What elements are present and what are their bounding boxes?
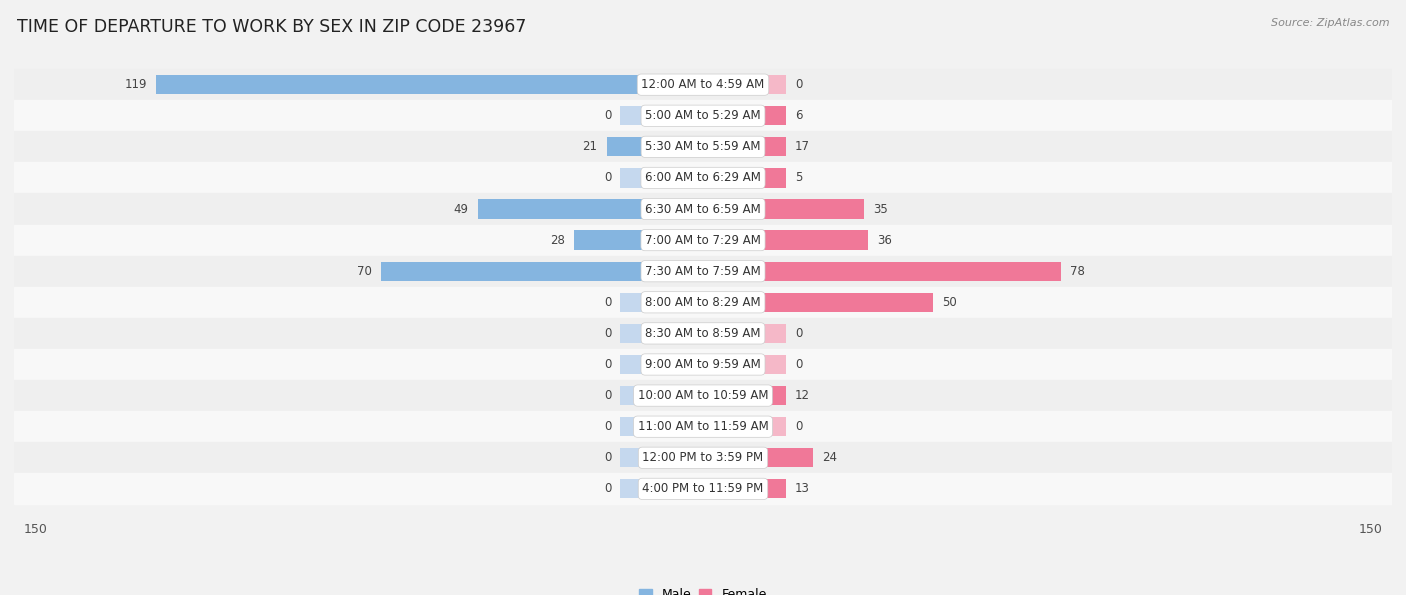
Text: 28: 28 <box>550 234 565 246</box>
Legend: Male, Female: Male, Female <box>634 583 772 595</box>
Text: 0: 0 <box>603 327 612 340</box>
Text: 5:00 AM to 5:29 AM: 5:00 AM to 5:29 AM <box>645 109 761 122</box>
Text: 4:00 PM to 11:59 PM: 4:00 PM to 11:59 PM <box>643 483 763 496</box>
Bar <box>14 473 1392 505</box>
Text: 9:00 AM to 9:59 AM: 9:00 AM to 9:59 AM <box>645 358 761 371</box>
Bar <box>703 168 786 187</box>
Bar <box>703 355 786 374</box>
Text: 13: 13 <box>794 483 810 496</box>
Text: 21: 21 <box>582 140 598 154</box>
Bar <box>703 75 786 94</box>
Bar <box>620 386 703 405</box>
Text: 8:00 AM to 8:29 AM: 8:00 AM to 8:29 AM <box>645 296 761 309</box>
Bar <box>575 230 703 250</box>
Text: 150: 150 <box>1358 523 1382 536</box>
Text: 0: 0 <box>794 358 803 371</box>
Bar <box>620 355 703 374</box>
Text: 0: 0 <box>603 171 612 184</box>
Text: 35: 35 <box>873 202 887 215</box>
Text: 50: 50 <box>942 296 956 309</box>
Bar <box>14 287 1392 318</box>
Bar <box>14 162 1392 193</box>
Text: 49: 49 <box>454 202 468 215</box>
Text: 6:00 AM to 6:29 AM: 6:00 AM to 6:29 AM <box>645 171 761 184</box>
Bar <box>14 380 1392 411</box>
Bar <box>620 417 703 436</box>
Bar <box>14 349 1392 380</box>
Bar <box>14 131 1392 162</box>
Text: 17: 17 <box>794 140 810 154</box>
Text: 7:30 AM to 7:59 AM: 7:30 AM to 7:59 AM <box>645 265 761 278</box>
Text: 36: 36 <box>877 234 893 246</box>
Bar <box>14 411 1392 442</box>
Text: 12:00 PM to 3:59 PM: 12:00 PM to 3:59 PM <box>643 451 763 464</box>
Text: 0: 0 <box>603 358 612 371</box>
Bar <box>703 386 786 405</box>
Text: 10:00 AM to 10:59 AM: 10:00 AM to 10:59 AM <box>638 389 768 402</box>
Bar <box>703 199 863 218</box>
Bar <box>14 100 1392 131</box>
Text: 8:30 AM to 8:59 AM: 8:30 AM to 8:59 AM <box>645 327 761 340</box>
Bar <box>620 168 703 187</box>
Bar <box>14 69 1392 100</box>
Text: 24: 24 <box>823 451 838 464</box>
Text: 0: 0 <box>603 483 612 496</box>
Text: 5: 5 <box>794 171 803 184</box>
Bar <box>478 199 703 218</box>
Text: 150: 150 <box>24 523 48 536</box>
Bar <box>620 106 703 126</box>
Bar <box>703 417 786 436</box>
Bar <box>703 324 786 343</box>
Bar <box>381 262 703 281</box>
Text: 6:30 AM to 6:59 AM: 6:30 AM to 6:59 AM <box>645 202 761 215</box>
Text: 12:00 AM to 4:59 AM: 12:00 AM to 4:59 AM <box>641 78 765 91</box>
Text: 0: 0 <box>603 296 612 309</box>
Bar <box>156 75 703 94</box>
Text: 0: 0 <box>603 451 612 464</box>
Bar <box>14 318 1392 349</box>
Text: 11:00 AM to 11:59 AM: 11:00 AM to 11:59 AM <box>638 420 768 433</box>
Bar <box>703 448 813 468</box>
Text: 0: 0 <box>603 109 612 122</box>
Bar <box>14 224 1392 256</box>
Text: 119: 119 <box>125 78 148 91</box>
Bar <box>14 193 1392 224</box>
Bar <box>14 256 1392 287</box>
Text: 0: 0 <box>794 420 803 433</box>
Bar <box>14 442 1392 473</box>
Bar <box>703 479 786 499</box>
Bar <box>620 293 703 312</box>
Bar <box>703 137 786 156</box>
Text: 0: 0 <box>794 78 803 91</box>
Bar <box>606 137 703 156</box>
Bar <box>703 262 1062 281</box>
Bar <box>620 324 703 343</box>
Text: 5:30 AM to 5:59 AM: 5:30 AM to 5:59 AM <box>645 140 761 154</box>
Text: 12: 12 <box>794 389 810 402</box>
Text: 78: 78 <box>1070 265 1085 278</box>
Text: 7:00 AM to 7:29 AM: 7:00 AM to 7:29 AM <box>645 234 761 246</box>
Bar <box>703 293 932 312</box>
Text: 0: 0 <box>603 389 612 402</box>
Text: 0: 0 <box>794 327 803 340</box>
Text: 6: 6 <box>794 109 803 122</box>
Text: 70: 70 <box>357 265 373 278</box>
Text: 0: 0 <box>603 420 612 433</box>
Bar <box>620 479 703 499</box>
Text: TIME OF DEPARTURE TO WORK BY SEX IN ZIP CODE 23967: TIME OF DEPARTURE TO WORK BY SEX IN ZIP … <box>17 18 526 36</box>
Text: Source: ZipAtlas.com: Source: ZipAtlas.com <box>1271 18 1389 28</box>
Bar <box>703 106 786 126</box>
Bar <box>620 448 703 468</box>
Bar <box>703 230 869 250</box>
